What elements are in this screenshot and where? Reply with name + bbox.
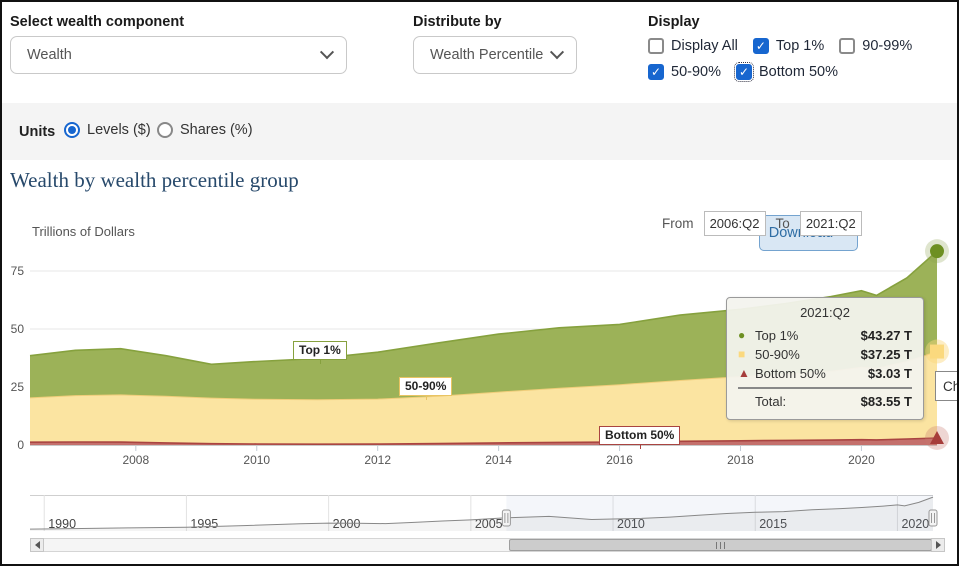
units-radio-levels[interactable]: Levels ($) xyxy=(64,122,151,138)
x-axis-tick-label: 2018 xyxy=(727,453,754,467)
from-label: From xyxy=(662,216,694,231)
x-axis-tick-label: 2020 xyxy=(848,453,875,467)
units-bar: Units Levels ($) Shares (%) Download xyxy=(2,103,957,251)
navigator-tick-label: 2005 xyxy=(475,517,503,531)
wealth-component-select[interactable]: Wealth xyxy=(10,36,347,74)
checkbox-unchecked-icon xyxy=(648,38,664,54)
navigator-right-handle[interactable] xyxy=(928,509,938,527)
tooltip-series-name: Bottom 50% xyxy=(755,366,826,381)
navigator-tick-label: 2015 xyxy=(759,517,787,531)
display-option-label: 50-90% xyxy=(671,64,721,80)
checkbox-checked-icon: ✓ xyxy=(648,64,664,80)
display-option-label: 90-99% xyxy=(862,38,913,54)
y-axis-tick-label: 25 xyxy=(11,380,25,394)
navigator-tick-label: 2000 xyxy=(333,517,361,531)
series-label-50-90: 50-90% xyxy=(399,377,453,400)
square-marker-icon: ■ xyxy=(738,347,746,361)
line-top-1- xyxy=(29,250,938,366)
navigator-left-handle[interactable] xyxy=(501,509,511,527)
scrollbar-track[interactable] xyxy=(44,538,932,552)
triangle-marker-icon xyxy=(930,430,944,444)
display-option-90-99-[interactable]: 90-99% xyxy=(839,38,912,54)
x-axis-tick-label: 2008 xyxy=(122,453,149,467)
tooltip-series-name: Top 1% xyxy=(755,328,799,343)
radio-selected-icon xyxy=(64,122,80,138)
wealth-component-value: Wealth xyxy=(27,47,72,63)
y-axis-tick-label: 0 xyxy=(17,438,24,452)
display-option-label: Display All xyxy=(671,38,738,54)
series-label-top1: Top 1% xyxy=(293,341,347,364)
radio-unselected-icon xyxy=(157,122,173,138)
navigator-line xyxy=(29,496,934,530)
distribute-by-label: Distribute by xyxy=(413,14,502,30)
x-axis-tick-label: 2016 xyxy=(606,453,633,467)
tooltip-period: 2021:Q2 xyxy=(800,305,850,320)
circle-marker-icon: ● xyxy=(738,328,746,342)
distribute-by-select[interactable]: Wealth Percentile xyxy=(413,36,577,74)
series-label-bottom50: Bottom 50% xyxy=(599,426,681,449)
navigator-area xyxy=(30,497,933,531)
display-option-label: Bottom 50% xyxy=(758,64,838,80)
display-option-50-90-[interactable]: ✓ 50-90% xyxy=(648,64,721,80)
checkbox-checked-icon: ✓ xyxy=(733,62,754,82)
triangle-marker-icon: ▲ xyxy=(738,366,750,380)
scrollbar-left-button[interactable] xyxy=(30,538,44,552)
to-label: To xyxy=(775,216,790,231)
tooltip-row: ▲ Bottom 50% $3.03 T xyxy=(738,364,912,383)
tooltip-series-name: 50-90% xyxy=(755,347,800,362)
line-bottom-50- xyxy=(29,437,938,446)
area-50-90- xyxy=(30,351,937,445)
date-range-controls: From To xyxy=(662,211,862,236)
scroll-left-icon xyxy=(34,541,40,549)
x-axis-tick-label: 2014 xyxy=(485,453,512,467)
area-bottom-50- xyxy=(30,438,937,445)
tooltip-series-value: $37.25 T xyxy=(860,347,912,362)
tooltip-total-value: $83.55 T xyxy=(860,394,912,409)
checkbox-unchecked-icon xyxy=(839,38,856,54)
navigator-tick-label: 2010 xyxy=(617,517,645,531)
distribute-by-value: Wealth Percentile xyxy=(430,47,544,63)
navigator-tick-label: 2020 xyxy=(901,517,929,531)
display-label: Display xyxy=(648,14,700,30)
square-marker-icon xyxy=(930,344,944,359)
component-select-label: Select wealth component xyxy=(10,14,185,30)
display-option-display-all[interactable]: Display All xyxy=(648,38,738,54)
chart-context-button-partial[interactable]: Ch xyxy=(935,371,957,401)
units-label: Units xyxy=(19,124,56,140)
circle-marker-icon xyxy=(930,244,944,259)
navigator-tick-label: 1990 xyxy=(48,517,76,531)
tooltip-row: ■ 50-90% $37.25 T xyxy=(738,345,912,364)
y-axis-tick-label: 50 xyxy=(11,322,25,336)
tooltip-series-value: $43.27 T xyxy=(860,328,912,343)
display-option-label: Top 1% xyxy=(775,38,825,54)
tooltip-divider xyxy=(738,387,912,389)
from-date-input[interactable] xyxy=(703,211,766,236)
to-date-input[interactable] xyxy=(799,211,862,236)
scroll-right-icon xyxy=(935,541,941,549)
y-axis-title: Trillions of Dollars xyxy=(32,224,135,239)
tooltip-total-label: Total: xyxy=(755,394,787,409)
navigator-tick-label: 1995 xyxy=(190,517,218,531)
page-title: Wealth by wealth percentile group xyxy=(10,168,299,192)
display-option-bottom-50-[interactable]: ✓ Bottom 50% xyxy=(733,62,838,82)
tooltip-series-value: $3.03 T xyxy=(867,366,912,381)
display-checkbox-group: Display All ✓ Top 1% 90-99% ✓ 50-90% ✓ Bottom 5… xyxy=(648,38,957,82)
display-option-top-1-[interactable]: ✓ Top 1% xyxy=(752,38,825,54)
tooltip-row: ● Top 1% $43.27 T xyxy=(738,326,912,345)
chart-tooltip: 2021:Q2 ● Top 1% $43.27 T ■ 50-90% $37.25 T ▲ B… xyxy=(726,297,924,420)
grip-icon xyxy=(716,541,725,549)
x-axis-tick-label: 2012 xyxy=(364,453,391,467)
units-radio-shares[interactable]: Shares (%) xyxy=(157,122,253,138)
x-axis-tick-label: 2010 xyxy=(243,453,270,467)
y-axis-tick-label: 75 xyxy=(11,264,25,278)
navigator-selection xyxy=(506,495,933,531)
scrollbar-thumb[interactable] xyxy=(509,539,932,551)
checkbox-checked-icon: ✓ xyxy=(752,38,769,54)
scrollbar-right-button[interactable] xyxy=(931,538,945,552)
